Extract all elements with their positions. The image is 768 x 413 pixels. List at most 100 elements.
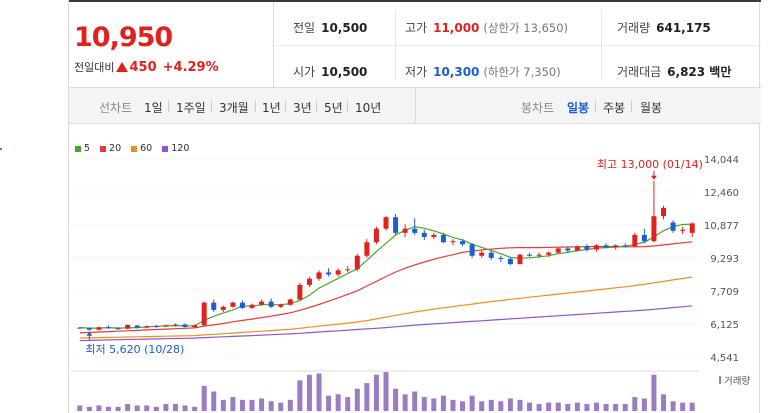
period-separator [255,100,256,112]
volume-label: 거래량 [617,21,651,35]
candle-body [211,302,217,310]
candle-daily[interactable]: 일봉 [567,101,590,115]
candle-body [651,216,657,242]
left-dot [0,148,2,150]
volume-bar [594,402,600,411]
period-separator [347,100,348,112]
candle-body [105,327,111,329]
period-1week[interactable]: 1주일 [176,101,206,115]
period-1year[interactable]: 1년 [262,101,281,115]
legend-ma5[interactable]: 5 [75,143,90,154]
volume-bar [192,406,198,411]
up-triangle-icon [116,62,129,72]
candle-body [661,207,667,217]
volume-bar [268,401,274,411]
volume-bar [613,404,619,411]
candle-body [584,246,590,250]
period-3months[interactable]: 3개월 [219,101,249,115]
candle-body [689,223,695,233]
volume-bar [316,373,322,411]
y-tick-label: 9,293 [710,254,739,265]
volume-bar [584,404,590,411]
legend-ma120[interactable]: 120 [162,143,189,154]
candle-body [546,252,552,255]
volume-bar [402,394,408,411]
candle-body [192,325,198,328]
prev-close-label: 전일 [293,21,316,35]
volume-bar [259,398,265,411]
candlestick-chart[interactable]: 14,044 12,460 10,877 9,293 7,709 6,125 4,541 거래… [69,0,761,413]
volume-bar [77,405,83,411]
volume-bar [364,383,370,411]
candle-body [278,304,284,307]
period-3years[interactable]: 3년 [293,101,312,115]
period-10years[interactable]: 10년 [355,101,382,115]
candle-body [153,326,159,328]
period-bar: 선차트 1일 1주일 3개월 1년 3년 5년 10년 봉차트 일봉 주봉 월봉 [69,88,761,124]
line-chart-label: 선차트 [99,101,133,115]
candle-weekly[interactable]: 주봉 [603,101,626,115]
day-low: 저가 10,300 (하한가 7,350) [405,63,561,80]
period-separator [285,100,286,112]
candle-body [402,228,408,233]
ma120-line [79,305,693,342]
volume-bar [507,398,513,411]
candle-body [287,299,293,305]
open-label: 시가 [293,65,316,79]
volume-bar [527,402,533,411]
legend-swatch [75,145,81,152]
column-divider [395,10,396,80]
volume-bar [460,401,466,411]
period-separator [631,100,632,112]
volume-bar [622,404,628,411]
volume-bar [96,405,102,411]
volume-bar [632,397,638,411]
high-label: 고가 [405,21,428,35]
candle-body [670,222,676,231]
volume-bar [383,372,389,411]
candle-body [354,255,360,270]
column-divider [601,10,602,80]
price-box: 10,950 전일대비 450 +4.29% [69,2,274,88]
volume-bar [354,388,360,411]
ma60-line [79,276,693,339]
volume-bar [670,401,676,411]
candle-body [498,257,504,259]
volume-bar [421,397,427,411]
volume-label: 거래량 [724,375,750,387]
volume-bar [651,374,657,411]
candle-body [239,302,245,308]
legend-ma20[interactable]: 20 [100,143,121,154]
upper-limit: (상한가 13,650) [483,21,569,35]
candle-body [163,325,169,327]
volume-bar [469,395,475,411]
volume-bar [450,399,456,411]
candle-body [316,272,322,279]
change-row: 전일대비 450 +4.29% [74,59,219,75]
volume-bar [641,398,647,411]
volume-bar [335,394,341,411]
ma5-line [79,223,693,329]
period-1day[interactable]: 1일 [144,101,163,115]
candle-body [345,269,351,271]
volume-bar [163,404,169,411]
candle-body [220,306,226,310]
volume-bar [661,394,667,411]
candle-body [555,248,561,253]
volume-bar [546,402,552,411]
candle-body [632,234,638,247]
legend-swatch [131,145,138,152]
candle-body [507,258,513,265]
legend-label: 60 [140,143,153,154]
period-5years[interactable]: 5년 [324,101,343,115]
candle-body [268,301,274,307]
y-tick-label: 4,541 [710,353,739,364]
volume-bar [488,399,494,411]
candle-body [440,234,446,243]
candle-monthly[interactable]: 월봉 [640,101,663,115]
legend-ma60[interactable]: 60 [131,143,152,154]
day-high: 고가 11,000 (상한가 13,650) [405,19,568,36]
candle-body [306,278,312,285]
candle-body [326,272,332,275]
period-separator [211,100,212,112]
